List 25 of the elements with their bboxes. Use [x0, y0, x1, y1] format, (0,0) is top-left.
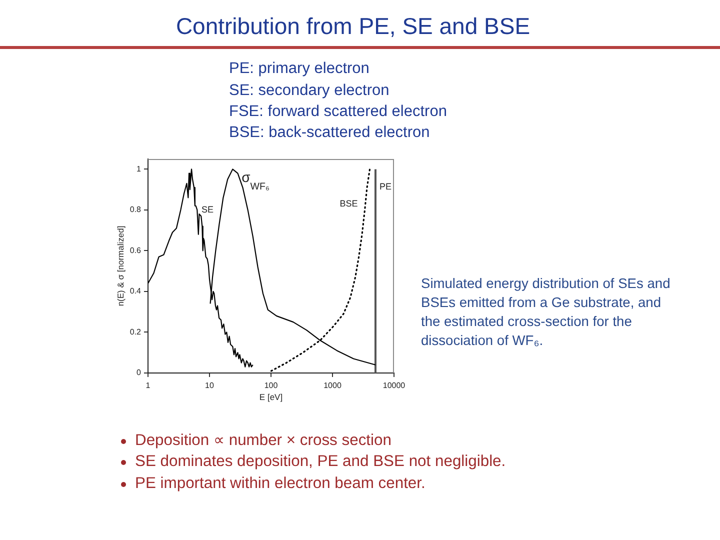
x-tick-label: 100 [264, 381, 278, 390]
y-tick-label: 0 [136, 368, 142, 378]
text: SE: secondary electron [229, 82, 390, 100]
x-axis-title: E [eV] [259, 392, 283, 402]
series-label: BSE [340, 198, 358, 209]
text: BSE: back-scattered electron [229, 124, 430, 142]
text: Simulated energy distribution of SEs and BSEs emitted from a Ge substrate, and the estimated cross-section for the dissociation of WF₆. [421, 275, 672, 350]
x-tick-label: 1 [146, 381, 151, 390]
series-label: PE [379, 182, 392, 192]
y-tick-label: 0.6 [130, 246, 142, 255]
chart-title: Contribution from PE, SE and BSE [174, 12, 532, 40]
text: PE important within electron beam center. [135, 474, 426, 494]
y-tick-label: 0.8 [130, 205, 142, 214]
x-tick-label: 10000 [382, 381, 406, 390]
text: SE dominates deposition, PE and BSE not negligible. [135, 452, 506, 472]
y-tick-label: 1 [136, 164, 142, 174]
text: Deposition ∝ number × cross section [135, 431, 392, 451]
x-tick-label: 1000 [324, 381, 342, 390]
y-tick-label: 0.2 [130, 327, 142, 336]
y-tick-label: 0.4 [130, 286, 142, 296]
x-tick-label: 10 [205, 381, 214, 390]
y-axis-title: n(E) & σ [normalized] [115, 226, 126, 306]
text: FSE: forward scattered electron [229, 103, 447, 121]
text: PE: primary electron [229, 60, 370, 78]
series-label: SE [202, 204, 214, 215]
